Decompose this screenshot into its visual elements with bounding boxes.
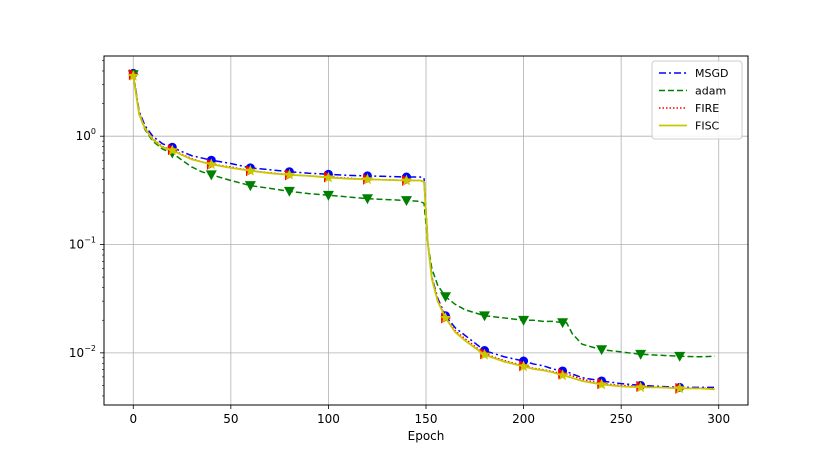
legend-label-adam: adam xyxy=(695,85,726,98)
data-point-adam xyxy=(635,349,647,360)
data-point-FISC xyxy=(322,171,335,183)
legend: MSGD adam FIRE FISC xyxy=(651,60,743,140)
data-point-adam xyxy=(479,311,491,322)
series-layer xyxy=(127,68,715,394)
legend-box xyxy=(651,60,743,140)
data-point-FISC xyxy=(127,69,139,81)
data-point-adam xyxy=(440,292,452,303)
data-point-FISC xyxy=(595,378,608,390)
series-line-adam xyxy=(132,74,715,358)
data-point-FISC xyxy=(478,348,491,360)
data-point-adam xyxy=(205,170,217,181)
series-line-FISC xyxy=(132,75,715,391)
x-tick-label: 100 xyxy=(317,412,340,426)
data-point-FISC xyxy=(517,360,530,372)
data-point-FISC xyxy=(361,173,374,185)
x-tick-label: 200 xyxy=(512,412,535,426)
data-point-FISC xyxy=(283,168,296,180)
data-point-adam xyxy=(244,181,256,192)
data-point-FISC xyxy=(244,164,257,176)
x-tick-label: 250 xyxy=(610,412,633,426)
data-point-adam xyxy=(674,351,686,362)
data-point-adam xyxy=(322,190,334,201)
data-point-adam xyxy=(518,315,530,326)
x-axis-title: Epoch xyxy=(408,429,445,443)
data-point-adam xyxy=(361,194,373,205)
series-line-FIRE xyxy=(132,74,715,390)
data-point-adam xyxy=(400,196,412,206)
data-point-adam xyxy=(283,186,295,197)
legend-label-MSGD: MSGD xyxy=(695,67,728,80)
data-point-adam xyxy=(557,318,569,329)
data-point-FISC xyxy=(439,311,452,323)
x-tick-label: 50 xyxy=(223,412,238,426)
data-point-FISC xyxy=(166,144,179,156)
data-point-FISC xyxy=(556,369,569,381)
legend-label-FISC: FISC xyxy=(695,120,720,133)
x-axis: 0 50 100 150 200 250 300 xyxy=(129,405,730,426)
data-point-FISC xyxy=(673,382,686,394)
data-point-FISC xyxy=(205,158,218,170)
x-tick-label: 0 xyxy=(129,412,137,426)
data-point-adam xyxy=(596,345,608,356)
data-point-FISC xyxy=(400,174,413,186)
data-point-FISC xyxy=(634,381,647,393)
legend-label-FIRE: FIRE xyxy=(695,102,719,115)
x-tick-label: 300 xyxy=(707,412,730,426)
x-tick-label: 150 xyxy=(415,412,438,426)
